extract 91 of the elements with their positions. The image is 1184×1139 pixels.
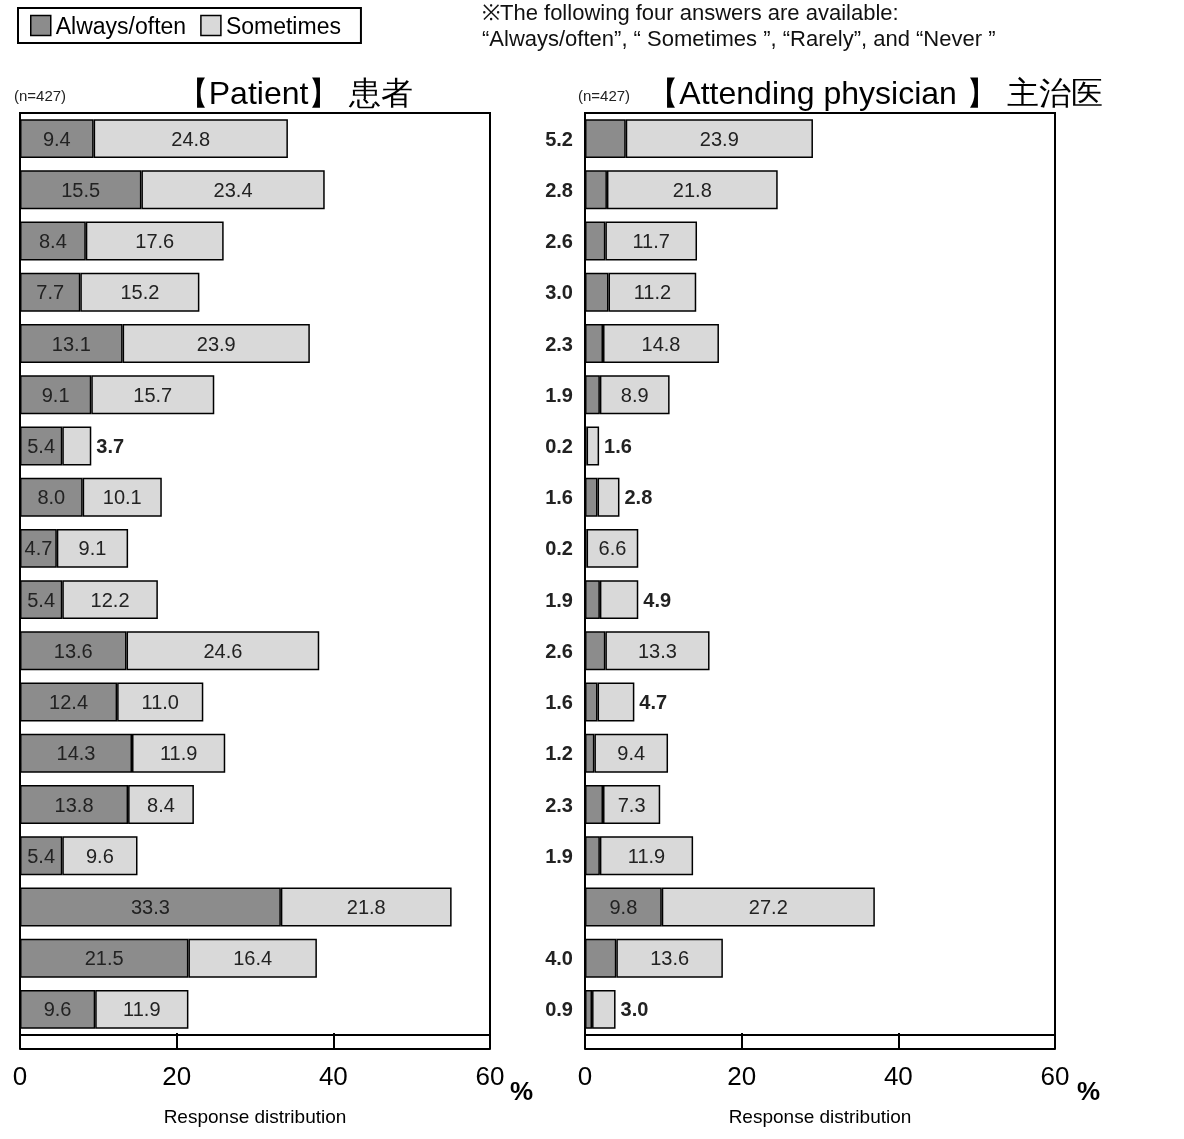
data-label: 21.5: [84, 947, 124, 970]
data-label: 7.7: [36, 281, 65, 304]
data-label: 9.4: [42, 127, 71, 150]
x-tick-label: 20: [162, 1061, 192, 1091]
data-label: 11.9: [627, 844, 666, 867]
data-label: 13.8: [54, 793, 94, 816]
data-label: 9.1: [41, 383, 70, 406]
data-label: 11.9: [159, 742, 198, 765]
data-label: 11.7: [632, 230, 670, 253]
chart-title: 【Patient】 患者: [176, 75, 414, 111]
data-label: 7.3: [617, 793, 646, 816]
data-label: 12.4: [49, 691, 89, 714]
data-label: 8.4: [147, 793, 175, 816]
data-label: 15.5: [61, 178, 101, 201]
x-tick-label: 60: [475, 1061, 505, 1091]
text: (n=427): [14, 87, 67, 104]
data-label: 3.7: [96, 434, 125, 457]
x-tick-label: 60: [1040, 1061, 1070, 1091]
data-label: 13.6: [650, 947, 690, 970]
data-label: 2.3: [545, 332, 573, 355]
data-label: 9.8: [609, 895, 638, 918]
data-label: 21.8: [346, 895, 386, 918]
data-label: 5.4: [27, 434, 56, 457]
data-label: 23.4: [213, 178, 253, 201]
data-label: 17.6: [135, 230, 175, 253]
x-axis-title: Response distribution: [728, 1106, 912, 1127]
data-label: 24.8: [171, 127, 211, 150]
text: ※The following four answers are available: “Always/often”, “ Sometimes ”, “Rarely”, and “Never ”: [482, 0, 996, 52]
x-tick-label: 40: [318, 1061, 348, 1091]
data-label: 15.2: [120, 281, 160, 304]
data-label: 33.3: [130, 895, 170, 918]
data-label: 9.4: [617, 742, 646, 765]
data-label: 11.9: [123, 998, 161, 1021]
data-label: 1.2: [545, 742, 573, 765]
data-label: 1.9: [545, 844, 573, 867]
data-label: 0.2: [545, 537, 573, 560]
data-label: 27.2: [748, 895, 788, 918]
data-label: 13.1: [51, 332, 91, 355]
data-label: 5.4: [27, 588, 56, 611]
data-label: 5.2: [545, 127, 573, 150]
x-tick-label: 20: [727, 1061, 757, 1091]
data-label: 4.7: [639, 691, 668, 714]
data-label: 14.3: [56, 742, 96, 765]
data-label: 11.2: [633, 281, 672, 304]
data-label: 2.8: [545, 178, 573, 201]
text: %: [510, 1076, 534, 1106]
x-tick-label: 0: [12, 1061, 28, 1091]
data-label: 3.0: [545, 281, 573, 304]
data-label: 8.0: [37, 486, 66, 509]
data-label: 13.3: [637, 639, 677, 662]
data-label: 23.9: [196, 332, 236, 355]
data-label: 21.8: [672, 178, 712, 201]
data-label: 5.4: [27, 844, 56, 867]
data-label: 4.0: [545, 947, 573, 970]
x-axis-title: Response distribution: [163, 1106, 347, 1127]
data-label: 16.4: [233, 947, 273, 970]
chart-title: 【Attending physician 】 主治医: [647, 75, 1103, 111]
data-label: 8.9: [620, 383, 649, 406]
data-label: 4.9: [643, 588, 672, 611]
data-label: 2.8: [624, 486, 653, 509]
data-label: 15.7: [133, 383, 173, 406]
text: (n=427): [578, 87, 631, 104]
data-label: 0.9: [545, 998, 573, 1021]
data-label: 9.1: [78, 537, 107, 560]
data-label: 4.7: [24, 537, 53, 560]
data-label: 2.6: [545, 639, 573, 662]
data-label: 1.6: [545, 691, 573, 714]
data-label: 2.3: [545, 793, 573, 816]
data-label: 14.8: [641, 332, 681, 355]
data-label: 6.6: [598, 537, 627, 560]
data-label: 11.0: [141, 691, 179, 714]
data-label: 12.2: [90, 588, 130, 611]
data-label: 24.6: [203, 639, 243, 662]
data-label: 1.9: [545, 383, 573, 406]
data-label: 3.0: [620, 998, 649, 1021]
data-label: 23.9: [699, 127, 739, 150]
legend-label: Sometimes: [225, 12, 341, 39]
data-label: 9.6: [85, 844, 114, 867]
data-label: 10.1: [102, 486, 142, 509]
x-tick-label: 40: [883, 1061, 913, 1091]
data-label: 9.6: [43, 998, 72, 1021]
legend-label: Always/often: [55, 12, 187, 39]
data-label: 13.6: [53, 639, 93, 662]
data-label: 1.6: [545, 486, 573, 509]
text: %: [1077, 1076, 1101, 1106]
data-label: 0.2: [545, 434, 573, 457]
data-label: 1.6: [604, 434, 632, 457]
x-tick-label: 0: [577, 1061, 593, 1091]
data-label: 1.9: [545, 588, 573, 611]
data-label: 2.6: [545, 230, 573, 253]
data-label: 8.4: [38, 230, 67, 253]
